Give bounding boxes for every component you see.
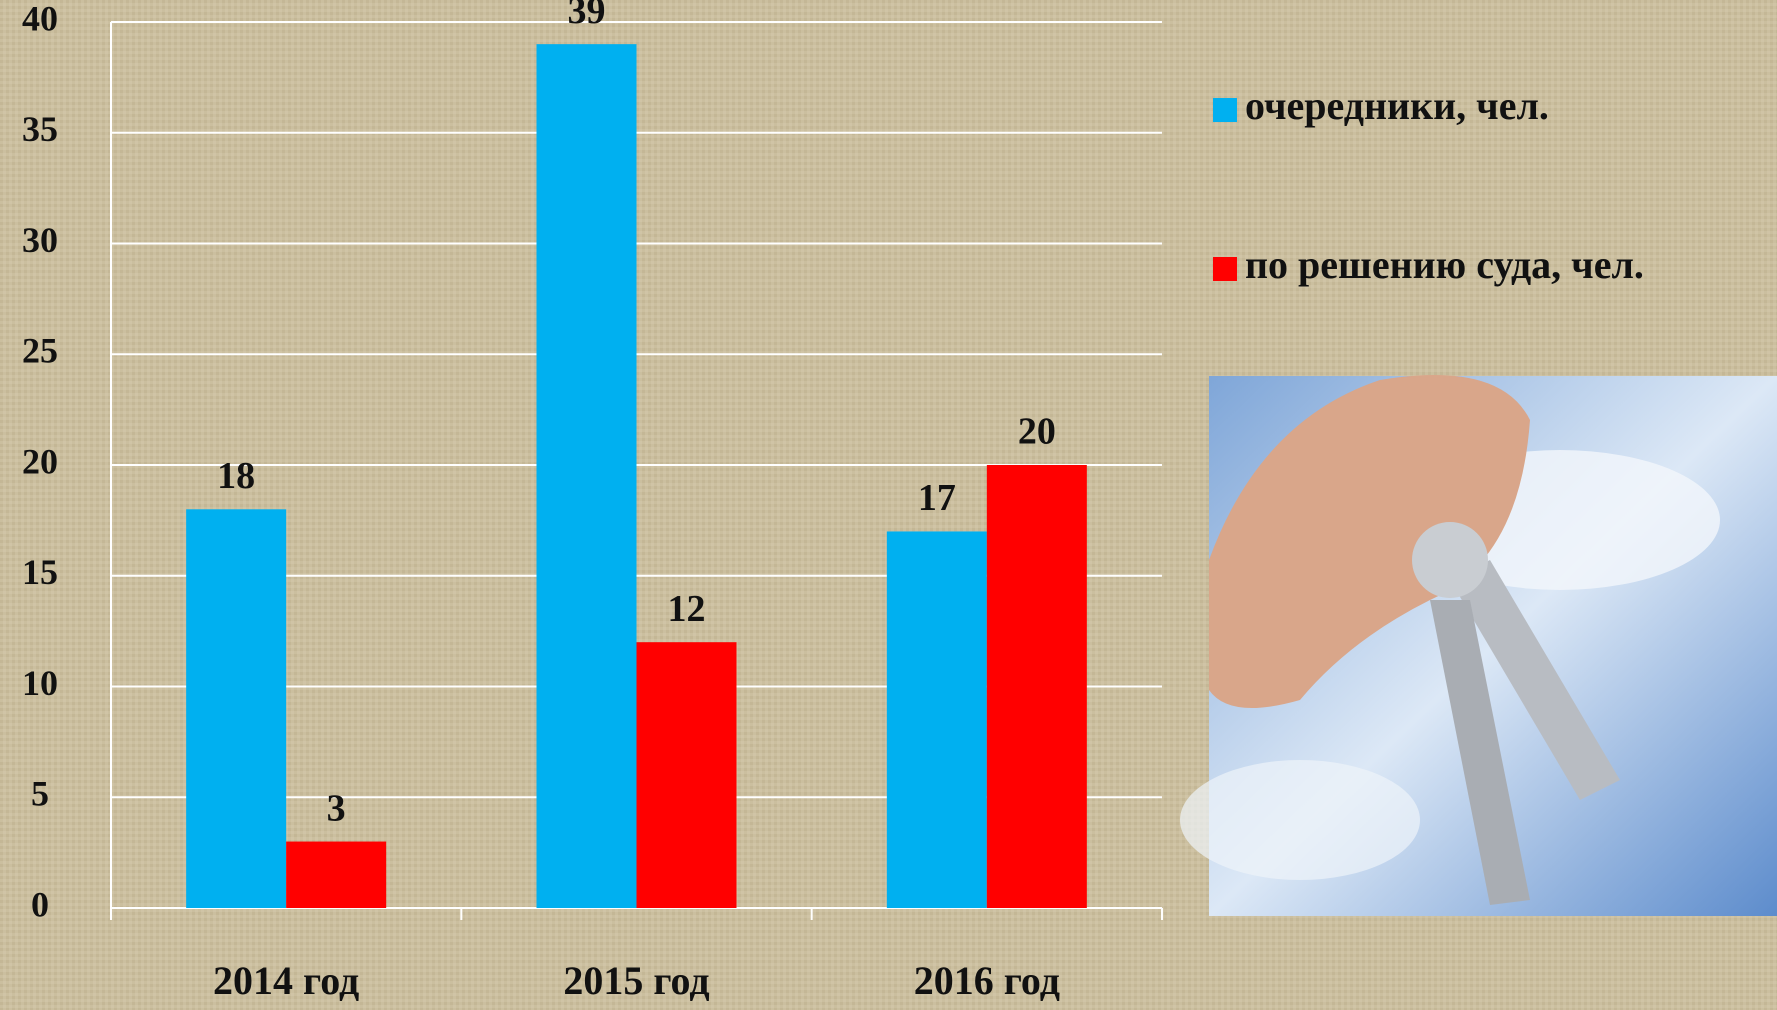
page: 0 5 10 15 20 25 30 35 40 2014 год 18 3 2015 год 39 12 2… [0, 0, 1777, 1010]
y-tick-label: 10 [22, 663, 58, 703]
y-tick-label: 5 [31, 774, 49, 814]
legend-label: очередники, чел. [1245, 83, 1549, 128]
data-label: 17 [918, 477, 956, 519]
data-label: 12 [668, 588, 706, 630]
data-label: 20 [1018, 411, 1056, 453]
legend-label: по решению суда, чел. [1245, 242, 1644, 287]
y-tick-label: 35 [22, 109, 58, 149]
legend-swatch [1213, 98, 1237, 122]
bar [186, 509, 286, 908]
bar [637, 642, 737, 908]
x-tick-label: 2016 год [914, 958, 1060, 1003]
chart: 0 5 10 15 20 25 30 35 40 2014 год 18 3 2015 год 39 12 2… [0, 0, 1777, 1010]
bar [537, 44, 637, 908]
data-label: 3 [327, 787, 346, 829]
data-label: 18 [217, 455, 255, 497]
bar [887, 531, 987, 908]
y-tick-label: 15 [22, 552, 58, 592]
y-tick-label: 0 [31, 884, 49, 924]
legend-swatch [1213, 257, 1237, 281]
y-tick-label: 25 [22, 331, 58, 371]
data-label: 39 [568, 0, 606, 32]
photo [1180, 375, 1777, 916]
y-tick-label: 30 [22, 220, 58, 260]
y-tick-label: 40 [22, 0, 58, 38]
bar [286, 842, 386, 908]
y-tick-label: 20 [22, 441, 58, 481]
x-tick-label: 2015 год [563, 958, 709, 1003]
bar [987, 465, 1087, 908]
x-tick-label: 2014 год [213, 958, 359, 1003]
